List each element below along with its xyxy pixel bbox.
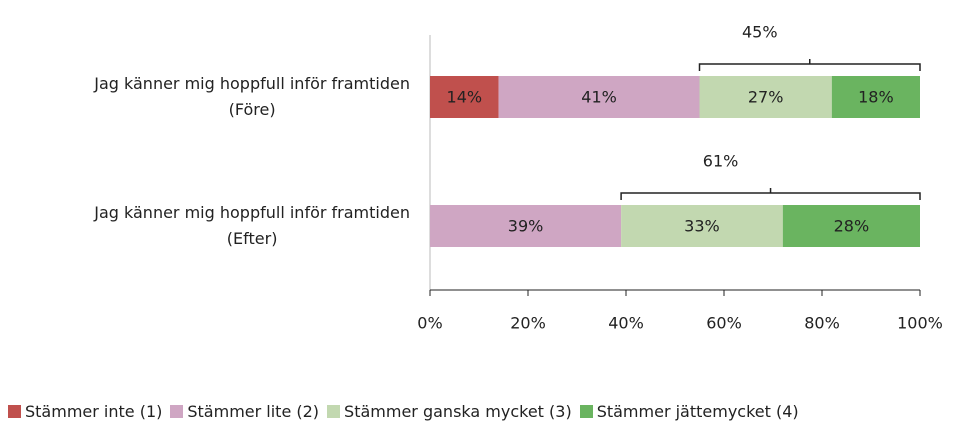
bar-segment [782,205,920,247]
x-tick-label: 80% [804,314,840,333]
legend-item: Stämmer jättemycket (4) [579,402,799,421]
data-label: 14% [447,88,483,107]
bar-segment [831,76,920,118]
bracket [698,59,921,71]
data-label: 39% [508,217,544,236]
legend-swatch [579,405,593,418]
x-tick-label: 60% [706,314,742,333]
bracket [620,188,921,200]
legend-item: Stämmer inte (1) [8,402,162,421]
legend-label: Stämmer inte (1) [25,402,163,421]
bar-segment [430,76,499,118]
legend-label: Stämmer ganska mycket (3) [344,402,572,421]
legend-item: Stämmer lite (2) [170,402,319,421]
legend-item: Stämmer ganska mycket (3) [327,402,572,421]
bracket-label: 45% [742,23,778,42]
legend-swatch [327,405,341,418]
bracket-label: 61% [703,152,739,171]
x-tick-label: 20% [510,314,546,333]
legend: Stämmer inte (1) Stämmer lite (2) Stämmer … [8,402,799,421]
bar-segment [498,76,700,118]
x-tick-label: 100% [897,314,943,333]
category-label: Jag känner mig hoppfull inför framtiden … [94,203,410,248]
x-tick-label: 40% [608,314,644,333]
legend-label: Stämmer lite (2) [187,402,320,421]
category-label: Jag känner mig hoppfull inför framtiden … [94,74,410,119]
bar-segment [621,205,783,247]
data-label: 41% [581,88,617,107]
data-label: 18% [858,88,894,107]
legend-swatch [170,405,184,418]
data-label: 33% [684,217,720,236]
bar-segment [430,205,622,247]
bar-segment [699,76,832,118]
legend-label: Stämmer jättemycket (4) [596,402,799,421]
data-label: 27% [748,88,784,107]
data-label: 28% [834,217,870,236]
legend-swatch [8,405,21,418]
x-tick-label: 0% [417,314,442,333]
